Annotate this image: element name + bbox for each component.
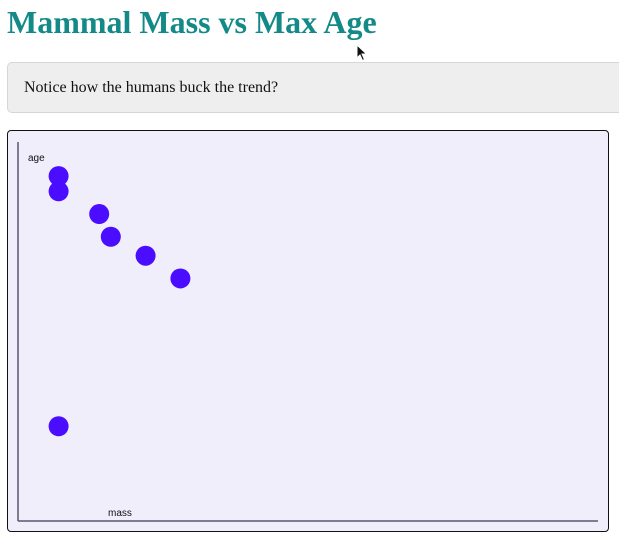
x-axis-label: mass: [108, 508, 132, 519]
points-layer: [48, 166, 191, 437]
scatter-point: [48, 166, 69, 187]
scatter-point: [89, 204, 110, 225]
scatter-chart: age mass: [17, 142, 598, 522]
note-text: Notice how the humans buck the trend?: [24, 79, 279, 96]
scatter-point: [48, 416, 69, 437]
page-title: Mammal Mass vs Max Age: [7, 4, 377, 40]
scatter-point: [100, 226, 121, 247]
scatter-point: [170, 268, 191, 289]
note-panel: Notice how the humans buck the trend?: [7, 62, 619, 113]
y-axis-label: age: [28, 153, 45, 164]
chart-panel: age mass: [7, 130, 609, 532]
mouse-cursor-icon: [356, 44, 368, 62]
scatter-point: [48, 181, 69, 202]
scatter-point: [135, 245, 156, 266]
